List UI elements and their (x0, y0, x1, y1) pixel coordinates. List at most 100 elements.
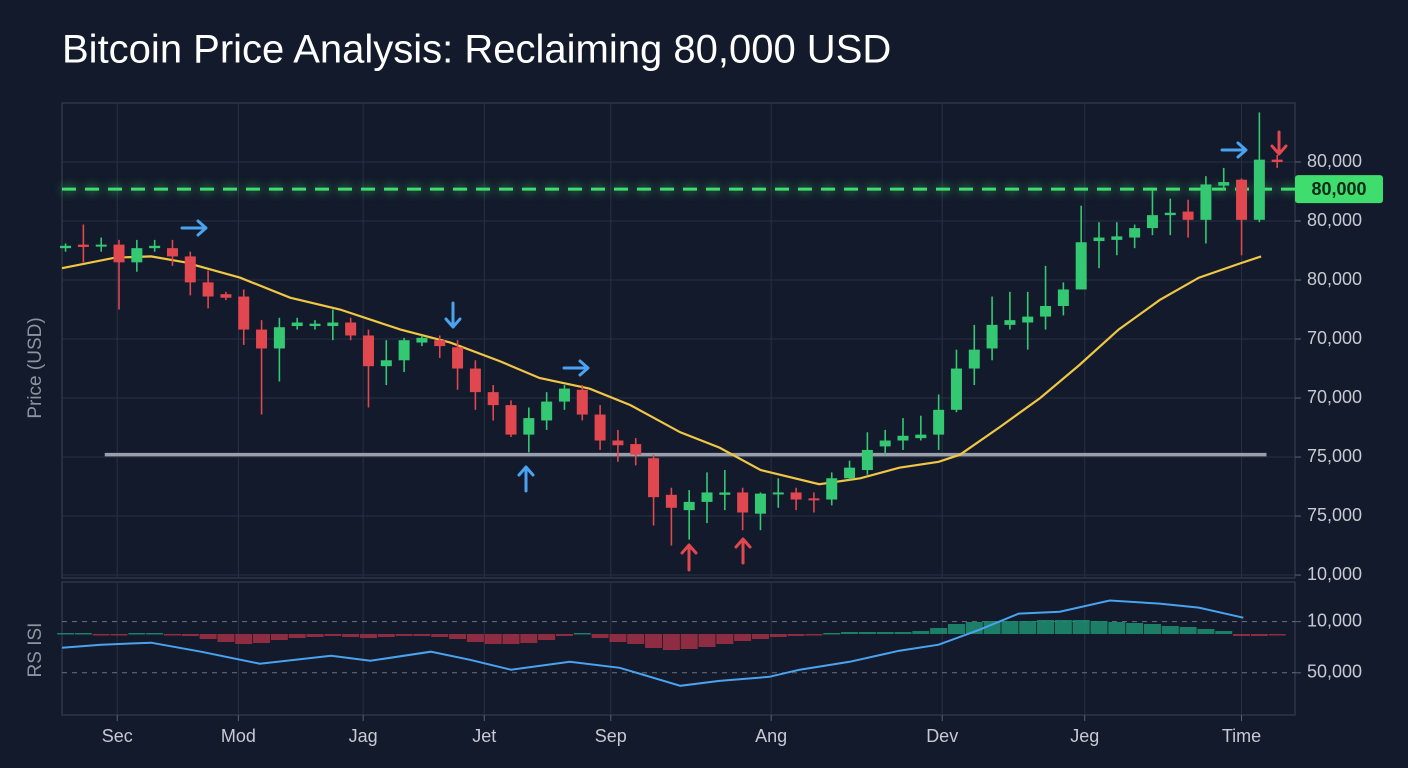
arrow-right (562, 359, 590, 377)
candle-body (630, 444, 642, 455)
chart-title: Bitcoin Price Analysis: Reclaiming 80,00… (62, 28, 891, 72)
y-tick-label: 70,000 (1307, 328, 1362, 348)
histogram-bar (841, 632, 859, 634)
histogram-bar (591, 634, 609, 638)
candle-body (1253, 159, 1265, 220)
histogram-bar (983, 621, 1001, 634)
arrow-down (444, 301, 462, 329)
histogram-bar (146, 633, 164, 635)
histogram-bar (1108, 622, 1126, 634)
candle-body (398, 340, 410, 361)
histogram-bar (1161, 626, 1179, 634)
histogram-bar (823, 633, 841, 635)
price-panel-frame (61, 102, 1296, 579)
candle-body (576, 389, 588, 415)
candle-body (558, 388, 570, 402)
x-tick-label: Sec (102, 726, 133, 746)
candle-body (256, 329, 268, 349)
candle-body (754, 493, 766, 514)
candle-body (1040, 305, 1052, 317)
histogram-bar (270, 634, 288, 640)
candle-body (345, 322, 357, 336)
histogram-bar (1054, 620, 1072, 634)
y-tick-label: 75,000 (1307, 505, 1362, 525)
histogram-bar (484, 634, 502, 644)
candle-body (1057, 289, 1069, 306)
histogram-bar (1126, 623, 1144, 634)
candle-body (683, 501, 695, 511)
histogram-bar (1090, 621, 1108, 634)
histogram-bar (930, 628, 948, 634)
histogram-bar (253, 634, 271, 643)
histogram-bar (431, 634, 449, 637)
histogram-bar (413, 634, 431, 636)
candle-body (487, 392, 499, 406)
candle-body (826, 478, 838, 500)
candle-body (1004, 320, 1016, 325)
histogram-bar (573, 633, 591, 635)
histogram-bar (74, 633, 92, 635)
histogram-bar (57, 633, 75, 635)
grid-layer (62, 103, 1301, 721)
arrow-right (1220, 141, 1248, 159)
histogram-bar (1037, 620, 1055, 634)
candle-body (131, 248, 143, 263)
candle-body (469, 368, 481, 393)
histogram-bar (1143, 624, 1161, 634)
arrow-up (680, 543, 698, 572)
rsi-line (61, 599, 1244, 687)
histogram-bar (698, 634, 716, 647)
candle-body (986, 324, 998, 349)
histogram-bar (395, 634, 413, 636)
arrow-down (1270, 130, 1288, 156)
candle-body (950, 368, 962, 410)
candle-body (1182, 211, 1194, 220)
candle-body (594, 414, 606, 441)
histogram-bar (199, 634, 217, 639)
x-tick-label: Dev (926, 726, 958, 746)
histogram-bar (716, 634, 734, 644)
y-tick-label: 50,000 (1307, 662, 1362, 682)
candle-body (327, 322, 339, 327)
x-tick-label: Ang (755, 726, 787, 746)
histogram-bar (359, 634, 377, 638)
arrow-right (180, 219, 208, 237)
candle-body (968, 349, 980, 369)
candle-body (648, 458, 660, 498)
histogram-bar (288, 634, 306, 638)
candle-body (60, 245, 72, 249)
histogram-bar (680, 634, 698, 649)
histogram-bar (1250, 634, 1268, 636)
histogram-bar (377, 634, 395, 637)
candle-body (665, 494, 677, 508)
histogram-bar (627, 634, 645, 644)
histogram-bar (769, 634, 787, 637)
histogram-bar (1215, 631, 1233, 634)
candle-body (77, 244, 89, 247)
candle-body (452, 347, 464, 369)
candle-body (273, 327, 285, 349)
arrow-up (734, 537, 752, 565)
candle-body (1093, 237, 1105, 242)
candle-body (808, 498, 820, 501)
x-tick-label: Mod (221, 726, 256, 746)
candle-body (915, 434, 927, 439)
candle-body (202, 282, 214, 297)
candle-body (309, 323, 321, 327)
x-tick-label: Jet (472, 726, 496, 746)
candle-body (897, 435, 909, 441)
candle-body (1271, 159, 1283, 163)
candle-body (1075, 242, 1087, 290)
candle-body (612, 440, 624, 446)
candle-body (416, 337, 428, 343)
histogram-bar (306, 634, 324, 637)
histogram-bar (502, 634, 520, 644)
arrow-up (517, 465, 535, 493)
histogram-bar (181, 634, 199, 636)
histogram-bar (1001, 621, 1019, 634)
candle-body (1164, 212, 1176, 216)
annotation-arrows (180, 130, 1288, 572)
candle-body (844, 467, 856, 479)
x-tick-label: Jag (349, 726, 378, 746)
